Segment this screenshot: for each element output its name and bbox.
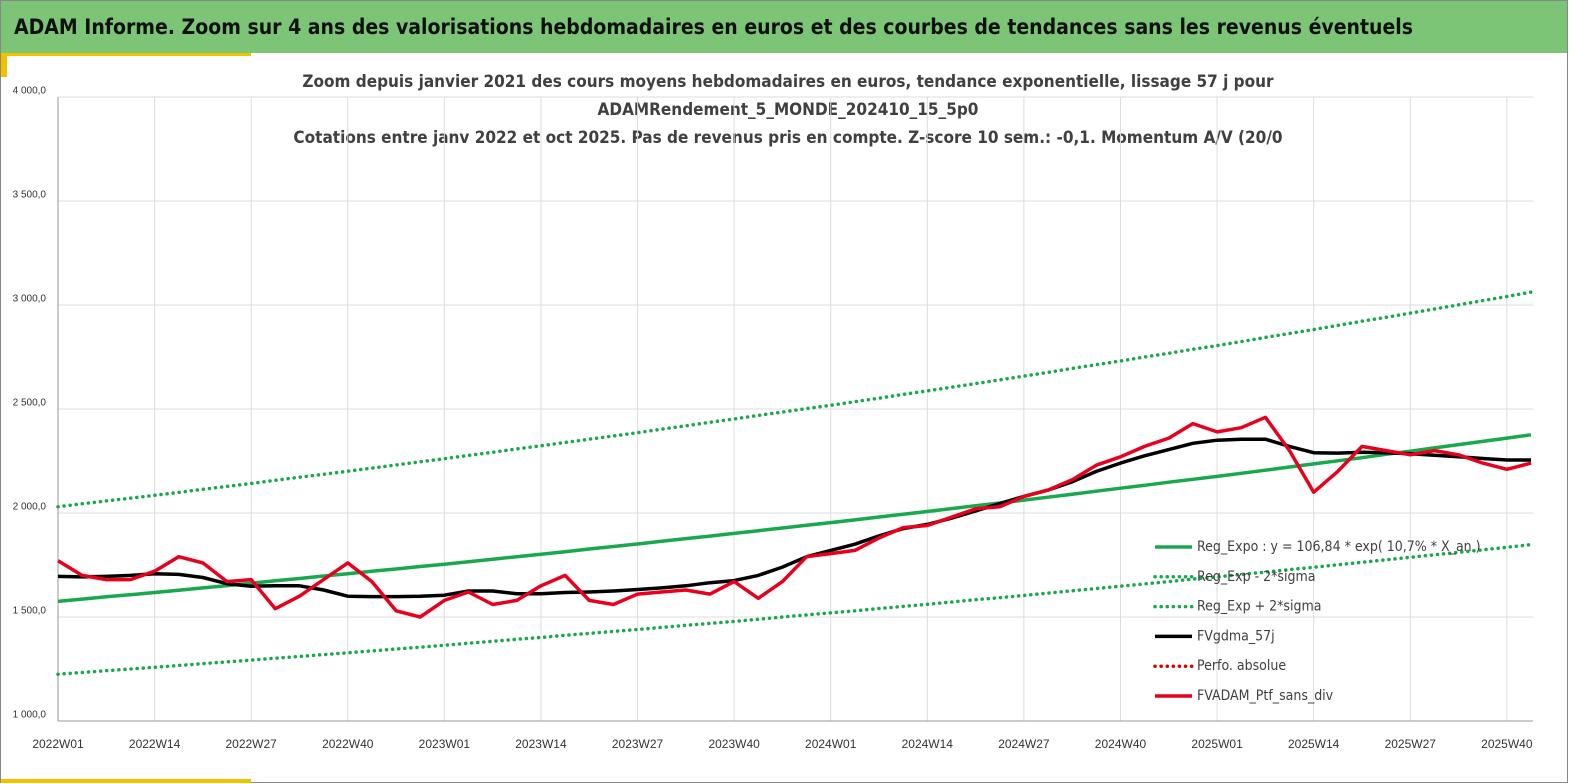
legend-label: FVADAM_Ptf_sans_div (1197, 688, 1334, 704)
x-tick-label: 2024W40 (1095, 737, 1147, 751)
x-tick-label: 2025W14 (1288, 737, 1340, 751)
chart-title: Cotations entre janv 2022 et oct 2025. P… (293, 128, 1282, 148)
x-tick-label: 2023W40 (708, 737, 760, 751)
x-tick-label: 2022W27 (225, 737, 277, 751)
accent (1, 53, 7, 77)
legend-label: FVgdma_57j (1197, 628, 1275, 644)
x-tick-label: 2025W27 (1385, 737, 1437, 751)
y-tick-label: 2 500,0 (13, 398, 47, 409)
accent (1, 53, 251, 56)
legend-label: Reg_Exp - 2*sigma (1197, 569, 1315, 585)
x-tick-label: 2022W40 (322, 737, 374, 751)
y-tick-label: 3 500,0 (13, 190, 47, 201)
x-tick-label: 2022W01 (32, 737, 84, 751)
x-tick-label: 2023W27 (612, 737, 664, 751)
y-tick-label: 3 000,0 (13, 294, 47, 305)
series-line (57, 415, 1532, 619)
series-line (56, 290, 1533, 509)
y-tick-label: 1 500,0 (13, 606, 47, 617)
x-tick-label: 2024W14 (902, 737, 954, 751)
x-tick-label: 2025W01 (1191, 737, 1243, 751)
y-tick-label: 2 000,0 (13, 502, 47, 513)
legend-label: Reg_Exp + 2*sigma (1197, 599, 1321, 615)
series-line (56, 542, 1533, 676)
title-bar (1, 1, 1567, 53)
y-tick-label: 4 000,0 (13, 86, 47, 97)
x-tick-label: 2024W01 (805, 737, 857, 751)
x-tick-label: 2024W27 (998, 737, 1050, 751)
x-tick-label: 2023W01 (419, 737, 471, 751)
chart-title: ADAMRendement_5_MONDE_202410_15_5p0 (598, 100, 979, 120)
page-title: ADAM Informe. Zoom sur 4 ans des valoris… (14, 15, 1413, 39)
x-tick-label: 2025W40 (1481, 737, 1533, 751)
chart-title: Zoom depuis janvier 2021 des cours moyen… (302, 72, 1274, 92)
legend-label: Reg_Expo : y = 106,84 * exp( 10,7% * X_a… (1197, 539, 1481, 555)
x-tick-label: 2023W14 (515, 737, 567, 751)
x-tick-label: 2022W14 (129, 737, 181, 751)
accent (1, 779, 251, 783)
legend-label: Perfo. absolue (1197, 658, 1286, 674)
series-line (57, 433, 1532, 604)
y-tick-label: 1 000,0 (13, 710, 47, 721)
